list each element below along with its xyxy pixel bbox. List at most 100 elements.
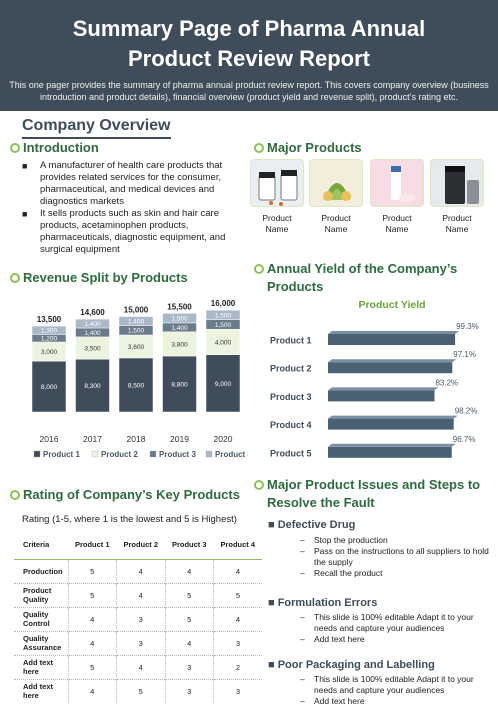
data-label: 1,500 (215, 322, 232, 329)
rating-cell: 4 (116, 654, 165, 679)
data-label: 1,400 (84, 330, 101, 337)
product-label: Product Name (382, 213, 412, 234)
list-item: Add text here (298, 634, 494, 645)
bar-segment (205, 354, 241, 413)
bar-top (328, 359, 457, 363)
rating-cell: 5 (213, 582, 262, 607)
bar-top (328, 443, 456, 447)
issue-title: ■ Poor Packaging and Labelling (268, 659, 435, 671)
tick-label: 2018 (127, 434, 146, 444)
revenue-split-heading: Revenue Split by Products (10, 270, 188, 286)
annual-yield-heading-line2: Products (267, 279, 324, 294)
bar-segment (162, 313, 197, 324)
bar-segment (31, 360, 67, 413)
criteria-cell: Quality Assurance (14, 630, 68, 655)
legend-swatch (149, 450, 157, 458)
total-label: 16,000 (211, 299, 236, 308)
bar (328, 390, 435, 402)
pill-bottles-icon (251, 160, 303, 206)
list-item-text: A manufacturer of health care products t… (40, 160, 223, 207)
data-label: 8,000 (41, 384, 58, 391)
rating-cell: 4 (164, 630, 214, 655)
issue-title: ■ Formulation Errors (268, 597, 378, 609)
product-image (370, 159, 424, 207)
data-label: 97.1% (453, 350, 476, 359)
product-label: Product Name (442, 213, 472, 234)
rating-cell: 4 (116, 558, 165, 583)
page-title-line1: Summary Page of Pharma Annual (72, 16, 426, 41)
major-products-heading: Major Products (254, 140, 362, 156)
issue-title-text: Formulation Errors (277, 597, 378, 609)
category-label: Product 4 (270, 420, 312, 430)
circle-icon (254, 143, 264, 153)
list-item-text: It sells products such as skin and hair … (40, 208, 226, 255)
list-item: Stop the production (298, 535, 494, 546)
list-item: ■ A manufacturer of health care products … (14, 160, 246, 208)
data-label: 1,400 (128, 319, 145, 326)
list-item: This slide is 100% editable Adapt it to … (298, 612, 494, 634)
annual-yield-heading: Annual Yield of the Company’s Products (254, 260, 457, 296)
data-label: 1,500 (171, 316, 188, 323)
legend-label: Product 4 (215, 450, 248, 459)
bar-segment (75, 358, 110, 413)
bar-top (328, 331, 460, 334)
rating-heading: Rating of Company’s Key Products (10, 487, 240, 503)
rating-cell: 3 (164, 678, 214, 703)
rating-cell: 3 (213, 630, 262, 655)
issue-points: This slide is 100% editable Adapt it to … (298, 674, 494, 707)
data-label: 83.2% (435, 378, 458, 387)
bar-segment (75, 318, 110, 329)
bar-segment (118, 357, 154, 413)
bar (328, 334, 456, 345)
issues-heading: Major Product Issues and Steps to Resolv… (254, 476, 480, 512)
criteria-cell: Add text here (14, 678, 68, 703)
category-label: Product 2 (270, 364, 312, 374)
legend-label: Product 1 (43, 450, 80, 459)
bar-top (328, 387, 439, 391)
page-title-line2: Product Review Report (127, 46, 371, 71)
category-label: Product 3 (270, 392, 312, 402)
circle-icon (10, 273, 20, 283)
bar-top (328, 415, 458, 419)
product-image (250, 159, 304, 207)
rating-caption: Rating (1-5, where 1 is the lowest and 5… (22, 514, 237, 525)
legend-swatch (91, 450, 99, 458)
criteria-cell: Production (14, 558, 68, 583)
data-label: 98.2% (455, 407, 478, 416)
legend-label: Product 2 (101, 450, 138, 459)
issue-title: ■ Defective Drug (268, 519, 356, 531)
rating-cell: 3 (164, 654, 214, 679)
rating-cell: 5 (164, 582, 214, 607)
legend-label: Product 3 (159, 450, 196, 459)
total-label: 15,500 (167, 302, 192, 311)
rating-heading-text: Rating of Company’s Key Products (23, 487, 240, 502)
rating-cell: 3 (116, 630, 165, 655)
product-image (430, 159, 484, 207)
table-row: Add text here 4 5 3 3 (14, 678, 262, 703)
rating-cell: 3 (213, 678, 262, 703)
bar-segment (31, 325, 67, 335)
page-title: Summary Page of Pharma Annual Product Re… (0, 14, 498, 74)
introduction-list: ■ A manufacturer of health care products … (14, 160, 246, 256)
bar (328, 446, 452, 458)
data-label: 1,200 (41, 336, 58, 343)
product-label: Product Name (321, 213, 351, 234)
bullet-icon: ■ (22, 209, 28, 219)
rating-cell: 5 (67, 558, 117, 583)
table-row: Quality Assurance 4 3 4 3 (14, 630, 262, 655)
issues-heading-line1: Major Product Issues and Steps to (267, 477, 481, 492)
data-label: 1,400 (171, 325, 188, 332)
table-row: Product Quality 5 4 5 5 (14, 582, 262, 607)
rating-cell: 4 (116, 582, 165, 607)
table-row: Add text here 5 4 3 2 (14, 654, 262, 679)
introduction-heading: Introduction (10, 140, 99, 156)
product-image (309, 159, 363, 207)
column-header: Criteria (14, 531, 68, 560)
page-description: This one pager provides the summary of p… (9, 80, 489, 102)
column-header: Product 3 (165, 531, 214, 560)
column-header: Product 2 (116, 531, 165, 560)
rating-cell: 5 (116, 678, 165, 703)
issue-title-text: Defective Drug (277, 519, 356, 531)
rating-cell: 3 (116, 606, 165, 631)
